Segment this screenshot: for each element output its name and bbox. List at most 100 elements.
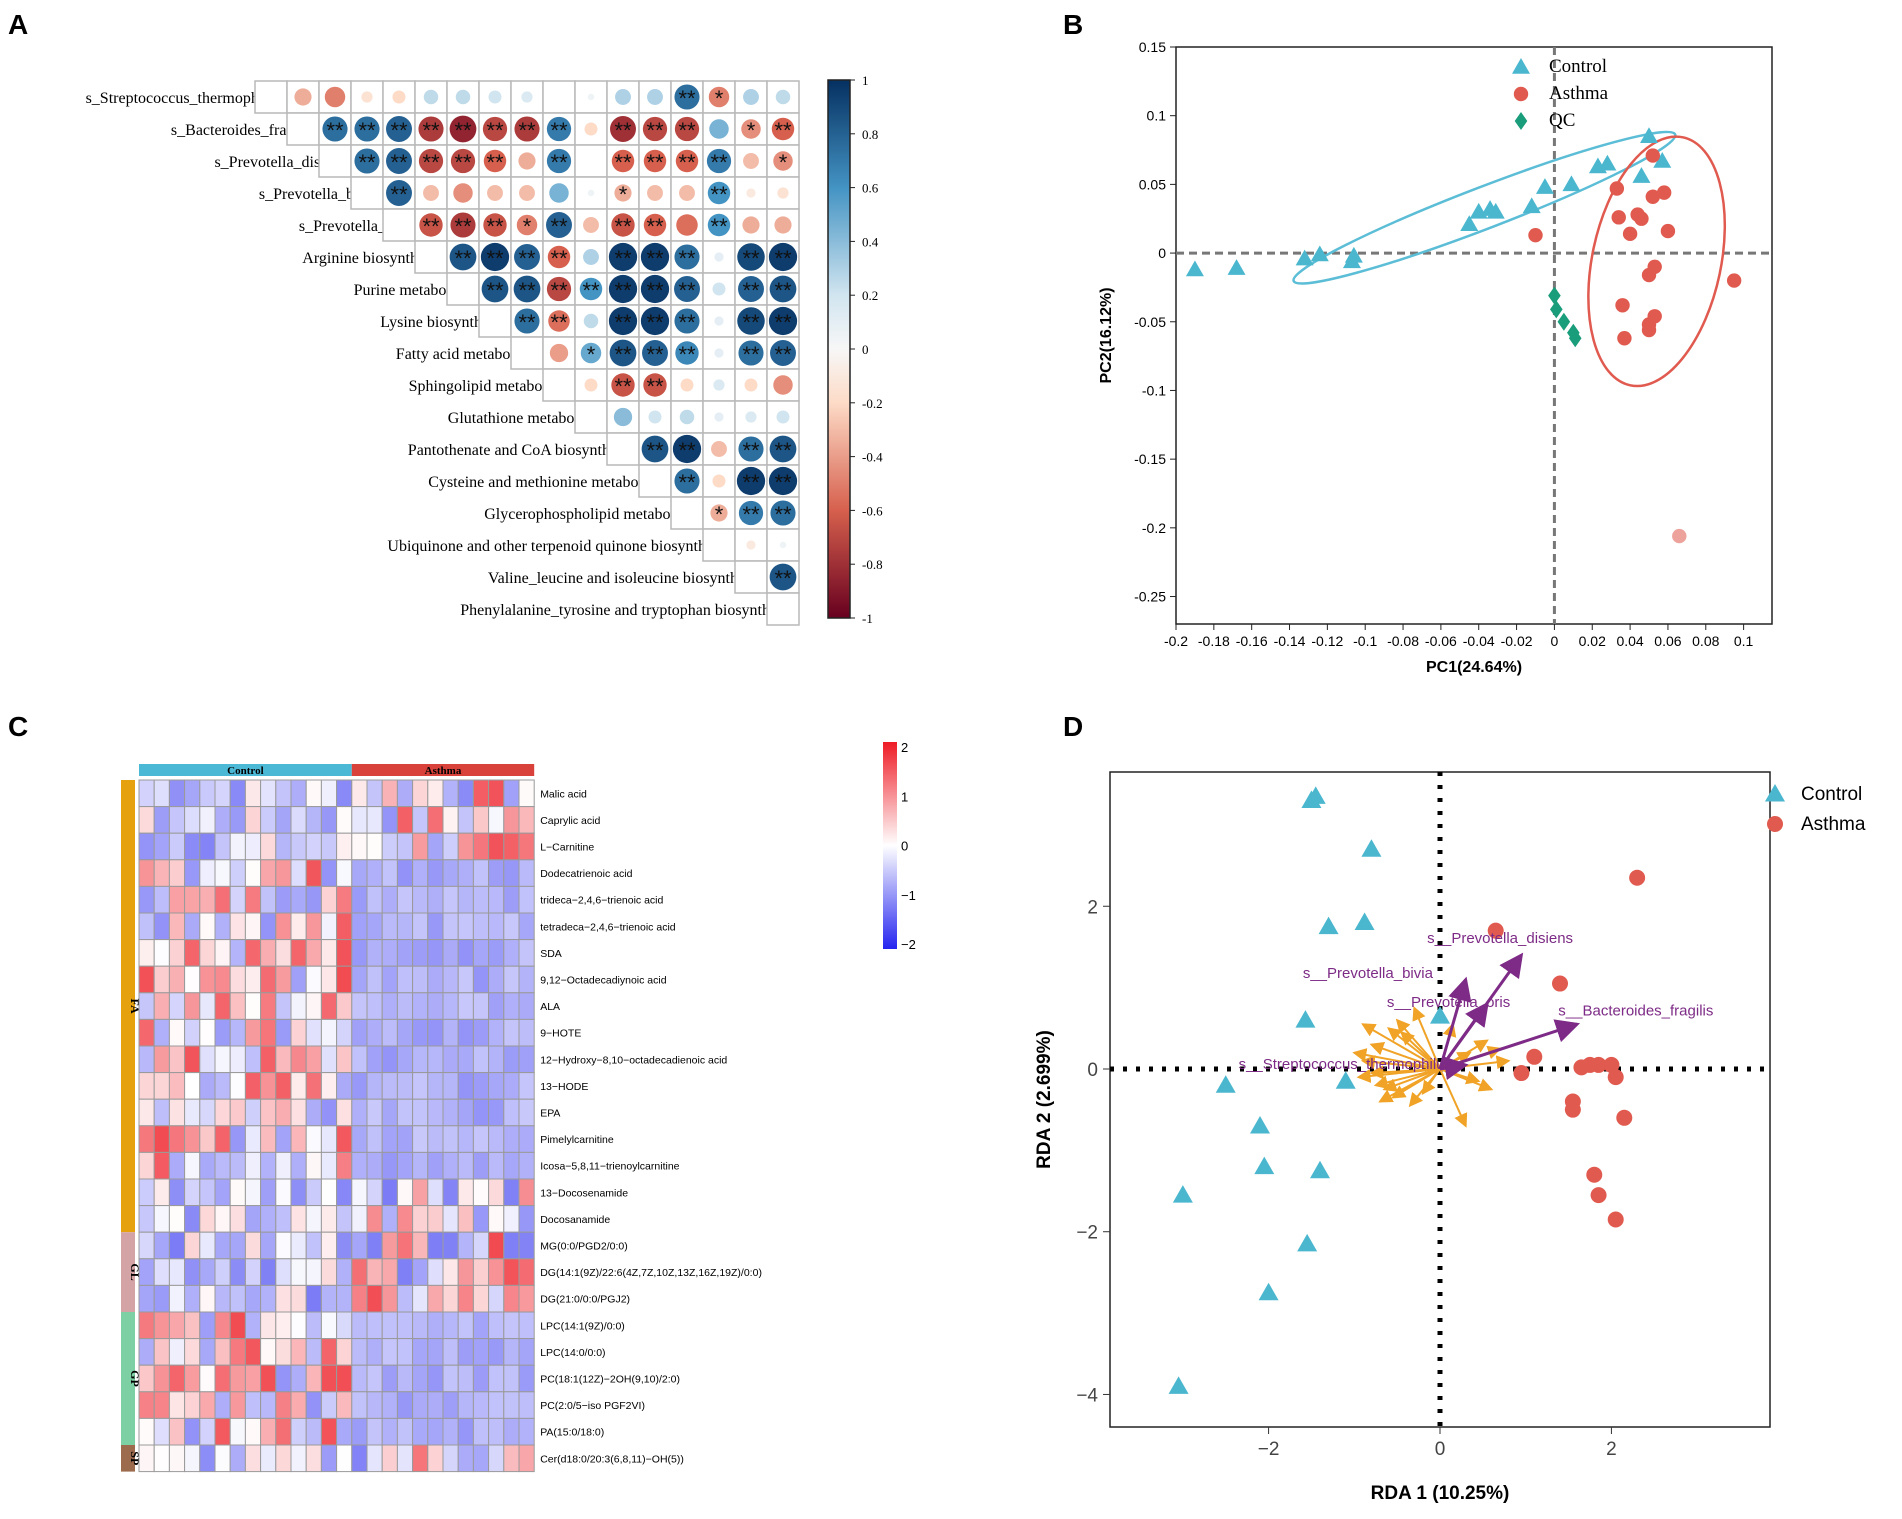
data-point-asthma (1660, 223, 1676, 239)
heatmap-cell (351, 1205, 368, 1233)
correlation-dot (746, 540, 756, 550)
correlation-dot (583, 249, 599, 265)
heatmap-cell (260, 832, 277, 861)
heatmap-cell (472, 939, 490, 967)
panel-c: C Control Asthma Malic acid Caprylic acid L−… (0, 700, 951, 1514)
matrix-cell (510, 80, 544, 114)
data-point-asthma (1645, 148, 1660, 163)
species-arrow (1439, 1056, 1469, 1081)
heatmap-cell (427, 806, 444, 834)
correlation-dot (706, 148, 732, 174)
heatmap-cell (518, 832, 535, 861)
heatmap-cell (199, 1178, 216, 1207)
data-point-control (1254, 1156, 1275, 1175)
heatmap-cell (518, 1098, 535, 1127)
correlation-dot (714, 348, 724, 358)
heatmap-cell (168, 1338, 186, 1366)
heatmap-cell (472, 912, 490, 941)
heatmap-cell (214, 1311, 231, 1340)
heatmap-cell (427, 1018, 444, 1047)
heatmap-cell (442, 912, 459, 941)
heatmap-cell (168, 806, 186, 834)
heatmap-cell (351, 992, 368, 1020)
heatmap-cell (184, 1205, 201, 1233)
data-point-control (1215, 1075, 1236, 1093)
heatmap-cell (199, 1444, 216, 1473)
x-tick-label: -0.02 (1501, 633, 1533, 649)
correlation-dot (643, 213, 667, 237)
significance-mark: ** (486, 214, 504, 239)
correlation-dot (769, 275, 797, 303)
heatmap-cell (214, 1258, 231, 1286)
heatmap-cell (275, 1338, 292, 1366)
heatmap-cell (168, 1018, 186, 1047)
correlation-dot (736, 466, 766, 496)
heatmap-cell (336, 1151, 353, 1180)
heatmap-cell (184, 1151, 201, 1180)
metabolite-label: 13−Docosenamide (540, 1187, 628, 1199)
correlation-dot (587, 93, 595, 101)
heatmap-cell (260, 1205, 277, 1233)
data-point-asthma (1622, 226, 1638, 242)
heatmap-cell (168, 1231, 186, 1260)
heatmap-cell (503, 1284, 520, 1313)
heatmap-cell (290, 1338, 307, 1366)
species-label: s__Bacteroides_fragilis (1558, 1002, 1713, 1019)
heatmap-cell (366, 1151, 383, 1180)
heatmap-cell (336, 1338, 353, 1366)
matrix-cell (734, 560, 768, 594)
heatmap-cell (153, 1072, 170, 1100)
x-tick-label: 0.08 (1692, 633, 1719, 649)
heatmap-cell (153, 1417, 170, 1446)
heatmap-cell (366, 939, 383, 967)
heatmap-cell (184, 1072, 201, 1100)
data-point-asthma (1645, 189, 1660, 204)
heatmap-cell (320, 1284, 338, 1313)
heatmap-cell (184, 885, 201, 914)
significance-mark: ** (774, 470, 792, 495)
correlation-dot (710, 504, 728, 522)
heatmap-cell (396, 1391, 414, 1419)
row-label: Phenylalanine_tyrosine and tryptophan bi… (460, 602, 794, 619)
heatmap-cell (184, 1444, 201, 1473)
matrix-cell (766, 592, 800, 626)
heatmap-cell (153, 806, 170, 834)
heatmap-cell (138, 1205, 155, 1233)
heatmap-cell (336, 832, 353, 861)
correlation-dot (608, 242, 638, 272)
confidence-ellipse-asthma (1587, 135, 1727, 388)
heatmap-cell (244, 1178, 262, 1207)
heatmap-cell (320, 1258, 338, 1286)
significance-mark: ** (486, 118, 504, 143)
metabolite-label: trideca−2,4,6−trienoic acid (540, 895, 663, 907)
heatmap-cell (488, 1151, 505, 1180)
correlation-dot (449, 115, 477, 143)
y-tick-label: -0.05 (1134, 314, 1166, 330)
heatmap-cell (275, 1417, 292, 1446)
heatmap-cell (503, 1444, 520, 1473)
heatmap-cell (184, 1231, 201, 1260)
significance-mark: ** (774, 342, 792, 367)
metabolite-label: 9−HOTE (540, 1028, 581, 1040)
significance-mark: ** (550, 214, 568, 239)
heatmap-cell (381, 1125, 398, 1153)
row-label: Sphingolipid metabolism (409, 378, 571, 395)
heatmap-cell (244, 939, 262, 967)
data-point-control (1310, 245, 1329, 262)
heatmap-cell (442, 1231, 459, 1260)
heatmap-cell (199, 992, 216, 1020)
heatmap-cell (427, 1205, 444, 1233)
significance-mark: ** (454, 118, 472, 143)
heatmap-cell (442, 1417, 459, 1446)
heatmap-cell (488, 1018, 505, 1047)
heatmap-cell (290, 1417, 307, 1446)
heatmap-cell (412, 1231, 429, 1260)
heatmap-cell (305, 1258, 322, 1286)
matrix-cell (254, 80, 288, 114)
heatmap-cell (260, 1338, 277, 1366)
class-label: GL (128, 1263, 142, 1280)
y-tick-label: 0 (1158, 245, 1166, 261)
heatmap-cell (488, 1364, 505, 1393)
heatmap-cell (351, 1231, 368, 1260)
heatmap-cell (381, 1338, 398, 1366)
